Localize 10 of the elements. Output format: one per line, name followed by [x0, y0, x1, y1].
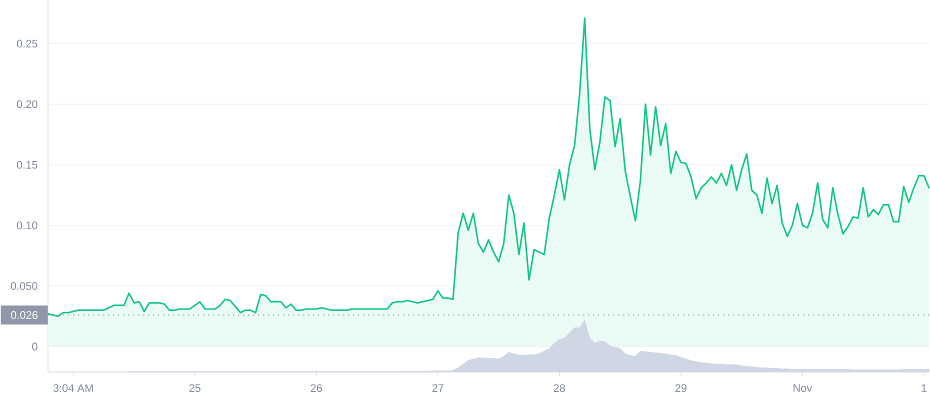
x-tick-label: 25 — [189, 384, 200, 392]
y-tick-label: 0.25 — [16, 40, 38, 48]
x-tick-label: 26 — [310, 384, 322, 392]
x-tick-label: 27 — [432, 384, 444, 392]
x-tick-label: 1 — [922, 384, 926, 392]
x-tick-label: 29 — [675, 384, 686, 392]
y-tick-label: 0 — [32, 342, 38, 350]
x-tick-label: Nov — [794, 384, 812, 392]
x-tick-label: 28 — [554, 384, 566, 392]
x-tick-label: 3:04 AM — [53, 384, 93, 392]
